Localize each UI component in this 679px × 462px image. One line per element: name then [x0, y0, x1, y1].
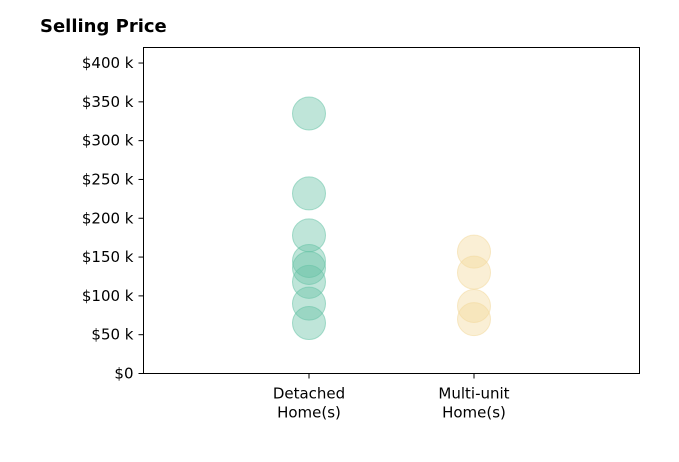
data-point	[292, 250, 326, 285]
y-tick-label: $300 k	[82, 132, 134, 150]
y-tick-label: $150 k	[82, 248, 134, 266]
y-tick-label: $0	[114, 365, 133, 383]
data-point	[292, 286, 326, 321]
y-tick-label: $400 k	[82, 54, 134, 72]
y-tick-label: $350 k	[82, 93, 134, 111]
y-tick-label: $250 k	[82, 170, 134, 188]
data-point	[292, 96, 326, 131]
y-tick-label: $100 k	[82, 287, 134, 305]
data-point	[292, 243, 326, 278]
data-point	[292, 306, 326, 341]
x-tick-label: Multi-unit Home(s)	[438, 385, 509, 422]
x-tick-label: Detached Home(s)	[273, 385, 345, 422]
data-points	[292, 96, 491, 341]
chart-title: Selling Price	[40, 16, 167, 37]
data-point	[457, 288, 491, 323]
data-point	[457, 255, 491, 290]
y-axis: $0 $50 k $100 k $150 k $200 k $250 k $300 k $35…	[82, 54, 144, 383]
plot-area-frame	[143, 47, 640, 374]
y-tick-label: $200 k	[82, 209, 134, 227]
data-point	[457, 302, 491, 337]
x-axis: Detached Home(s) Multi-unit Home(s)	[273, 373, 510, 422]
y-tick-label: $50 k	[91, 326, 133, 344]
data-point	[292, 264, 326, 299]
data-point	[457, 234, 491, 269]
data-point	[292, 176, 326, 211]
